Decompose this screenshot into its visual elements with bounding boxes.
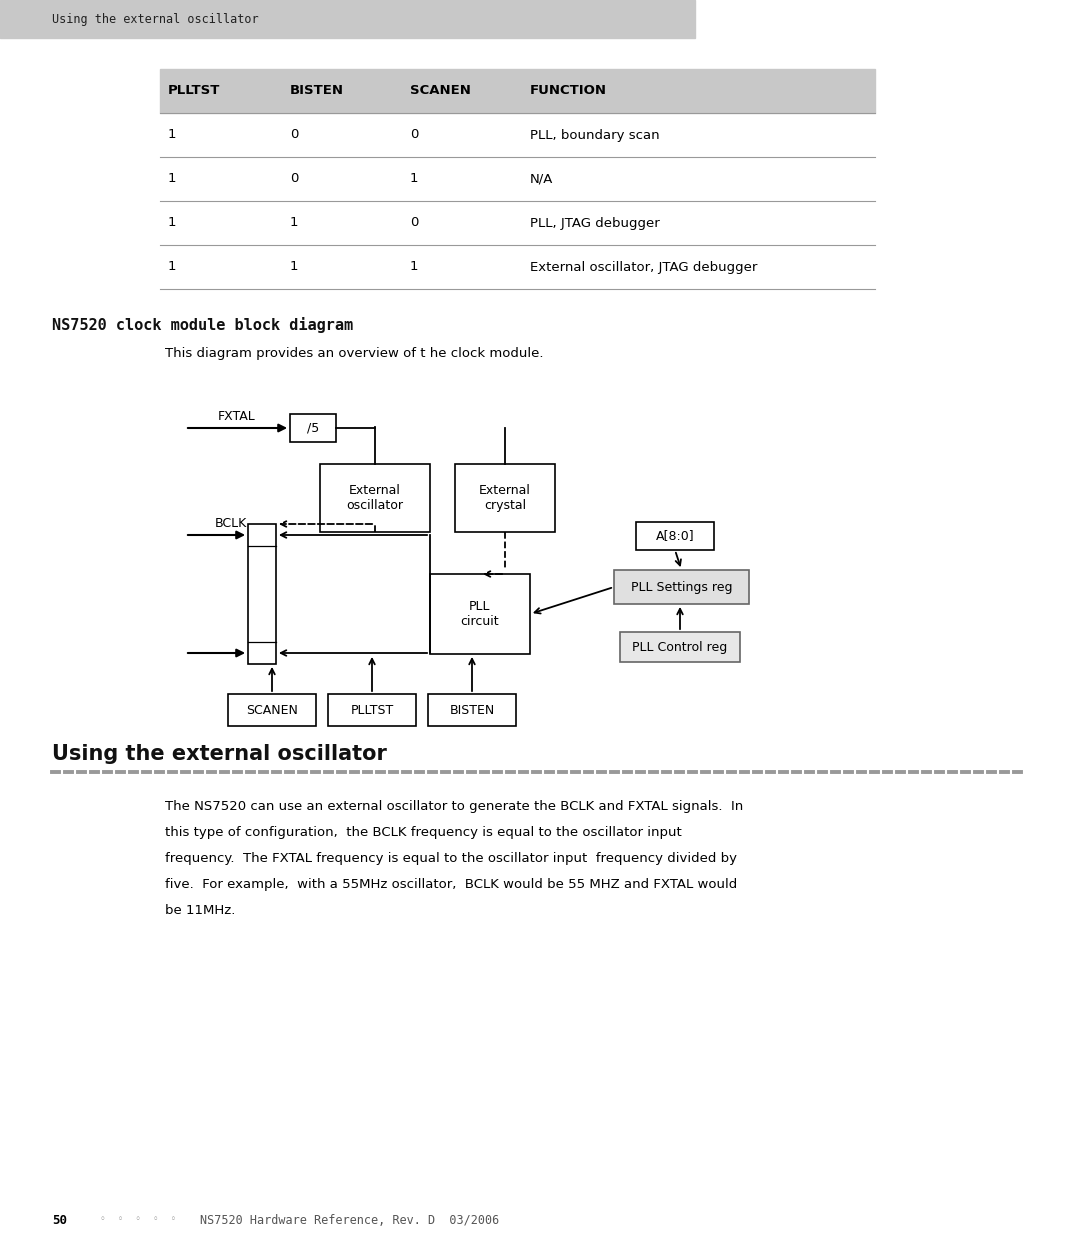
Text: ◦  ◦  ◦  ◦  ◦: ◦ ◦ ◦ ◦ ◦ bbox=[100, 1214, 176, 1224]
Text: 50: 50 bbox=[52, 1214, 67, 1226]
Text: SCANEN: SCANEN bbox=[410, 84, 471, 98]
Bar bbox=[291, 414, 336, 441]
Text: PLLTST: PLLTST bbox=[168, 84, 220, 98]
Text: be 11MHz.: be 11MHz. bbox=[165, 904, 235, 917]
Text: The NS7520 can use an external oscillator to generate the BCLK and FXTAL signals: The NS7520 can use an external oscillato… bbox=[165, 800, 743, 813]
Text: FXTAL: FXTAL bbox=[218, 410, 256, 423]
Text: PLLTST: PLLTST bbox=[350, 703, 393, 716]
Text: PLL, JTAG debugger: PLL, JTAG debugger bbox=[530, 217, 660, 229]
Bar bbox=[615, 571, 750, 604]
Bar bbox=[430, 574, 530, 655]
Bar bbox=[620, 632, 740, 662]
Text: 1: 1 bbox=[410, 173, 419, 186]
Text: 0: 0 bbox=[410, 217, 418, 229]
Text: Using the external oscillator: Using the external oscillator bbox=[52, 744, 387, 764]
Text: PLL Settings reg: PLL Settings reg bbox=[631, 581, 732, 593]
Text: SCANEN: SCANEN bbox=[246, 703, 298, 716]
Bar bbox=[320, 464, 430, 532]
Text: External oscillator, JTAG debugger: External oscillator, JTAG debugger bbox=[530, 261, 757, 273]
Text: 1: 1 bbox=[410, 261, 419, 273]
Text: BISTEN: BISTEN bbox=[449, 703, 495, 716]
Text: N/A: N/A bbox=[530, 173, 553, 186]
Text: NS7520 clock module block diagram: NS7520 clock module block diagram bbox=[52, 317, 353, 334]
Text: NS7520 Hardware Reference, Rev. D  03/2006: NS7520 Hardware Reference, Rev. D 03/200… bbox=[200, 1214, 499, 1226]
Text: External
oscillator: External oscillator bbox=[347, 484, 404, 512]
Polygon shape bbox=[248, 524, 276, 665]
Text: /5: /5 bbox=[307, 421, 319, 434]
Text: 0: 0 bbox=[410, 128, 418, 142]
Text: This diagram provides an overview of t he clock module.: This diagram provides an overview of t h… bbox=[165, 347, 543, 360]
Text: 1: 1 bbox=[168, 261, 176, 273]
Text: BCLK: BCLK bbox=[215, 517, 247, 530]
Text: 0: 0 bbox=[291, 173, 298, 186]
Text: PLL Control reg: PLL Control reg bbox=[633, 641, 728, 653]
Text: 1: 1 bbox=[168, 217, 176, 229]
Text: 1: 1 bbox=[168, 173, 176, 186]
Text: PLL
circuit: PLL circuit bbox=[461, 599, 499, 628]
Text: External
crystal: External crystal bbox=[480, 484, 531, 512]
Text: 1: 1 bbox=[291, 217, 298, 229]
Bar bbox=[0, 0, 696, 38]
Text: this type of configuration,  the BCLK frequency is equal to the oscillator input: this type of configuration, the BCLK fre… bbox=[165, 826, 681, 839]
Text: 1: 1 bbox=[168, 128, 176, 142]
Text: frequency.  The FXTAL frequency is equal to the oscillator input  frequency divi: frequency. The FXTAL frequency is equal … bbox=[165, 851, 737, 865]
Text: A[8:0]: A[8:0] bbox=[656, 529, 694, 543]
Text: Using the external oscillator: Using the external oscillator bbox=[52, 13, 258, 25]
Text: PLL, boundary scan: PLL, boundary scan bbox=[530, 128, 660, 142]
Bar bbox=[160, 69, 875, 113]
Bar bbox=[455, 464, 555, 532]
Bar bbox=[328, 693, 416, 726]
Bar bbox=[636, 522, 714, 551]
Text: FUNCTION: FUNCTION bbox=[530, 84, 607, 98]
Text: 1: 1 bbox=[291, 261, 298, 273]
Text: five.  For example,  with a 55MHz oscillator,  BCLK would be 55 MHZ and FXTAL wo: five. For example, with a 55MHz oscillat… bbox=[165, 878, 738, 892]
Text: BISTEN: BISTEN bbox=[291, 84, 345, 98]
Bar bbox=[228, 693, 316, 726]
Text: 0: 0 bbox=[291, 128, 298, 142]
Bar bbox=[428, 693, 516, 726]
